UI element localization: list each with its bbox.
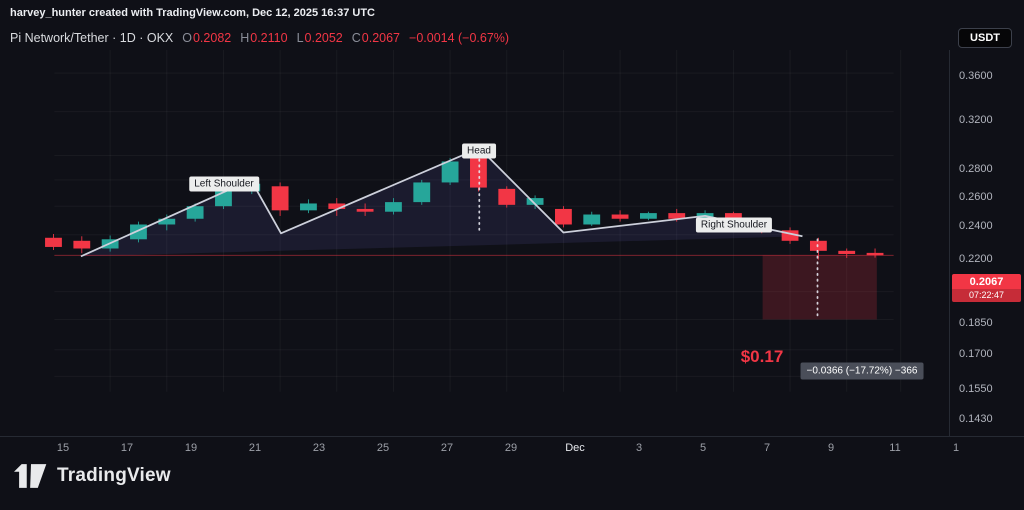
price-tick-label: 0.2800 [959, 163, 993, 176]
time-axis[interactable]: 15 17 19 21 23 25 27 29 Dec 3 5 7 9 11 1 [0, 436, 1024, 457]
candle-body [328, 203, 346, 209]
price-tick-label: 0.2400 [959, 220, 993, 233]
time-tick-label: Dec [565, 442, 585, 454]
left-shoulder-label: Left Shoulder [189, 176, 259, 192]
tradingview-logo-text: TradingView [57, 465, 171, 486]
candle-body [45, 237, 62, 247]
candle-body [356, 208, 374, 212]
price-tick-label: 0.3200 [959, 113, 993, 126]
candle-body [639, 213, 657, 219]
candle-body [73, 240, 91, 249]
candle-body [498, 188, 516, 205]
right-shoulder-label: Right Shoulder [695, 217, 773, 233]
candle-body [186, 206, 204, 219]
candle-body [583, 214, 601, 225]
candle-body [158, 218, 176, 225]
time-tick-label: 27 [440, 442, 454, 454]
candle-body [413, 182, 431, 203]
candle-body [866, 252, 884, 256]
time-tick-label: 5 [699, 442, 707, 454]
head-label: Head [462, 143, 496, 159]
price-tick-label: 0.1850 [959, 316, 993, 329]
symbol-title[interactable]: Pi Network/Tether · 1D · OKX [10, 31, 174, 45]
price-axis[interactable]: 0.2067 07:22:47 0.3600 0.3200 0.2800 0.2600… [949, 50, 1024, 436]
time-tick-label: 3 [635, 442, 643, 454]
time-tick-label: 17 [120, 442, 134, 454]
time-tick-label: 11 [889, 442, 901, 454]
candle-body [300, 203, 317, 211]
tradingview-logo-icon [14, 464, 47, 488]
time-tick-label: 29 [504, 442, 518, 454]
price-tick-label: 0.1550 [959, 382, 993, 395]
price-tick-label: 0.2600 [959, 190, 993, 203]
candle-body [838, 250, 856, 254]
price-target-label: $0.17 [740, 347, 784, 366]
current-price-value: 0.2067 [969, 275, 1004, 288]
candle-body [611, 214, 629, 219]
price-change: −0.0014 (−0.67%) [409, 31, 510, 45]
time-tick-label: 15 [56, 442, 70, 454]
candle-body [555, 208, 572, 225]
price-tick-label: 0.1430 [959, 412, 993, 425]
time-tick-label: 19 [184, 442, 198, 454]
candle-body [130, 224, 147, 240]
time-tick-label: 23 [312, 442, 326, 454]
ohlc-low: L 0.2052 [296, 31, 343, 45]
attribution-bar: harvey_hunter created with TradingView.c… [0, 0, 1024, 26]
tradingview-logo[interactable]: TradingView [14, 464, 171, 488]
candle-body [724, 213, 742, 222]
time-tick-label: 21 [248, 442, 262, 454]
current-price-badge: 0.2067 07:22:47 [952, 273, 1021, 302]
ohlc-high: H 0.2110 [240, 31, 288, 45]
chart-canvas[interactable] [0, 50, 948, 436]
time-tick-label: 7 [763, 442, 771, 454]
time-tick-label: 25 [376, 442, 390, 454]
candle-body [668, 213, 686, 219]
candle-body [441, 161, 459, 183]
measure-label: −0.0366 (−17.72%) −366 [800, 362, 924, 380]
candle-body [215, 191, 232, 207]
projection-zone [762, 255, 877, 320]
price-tick-label: 0.2200 [959, 252, 993, 265]
candle-body [526, 198, 544, 205]
candle-body [271, 186, 289, 211]
time-tick-label: 1 [952, 442, 960, 454]
candle-body [385, 202, 402, 212]
price-tick-label: 0.1700 [959, 348, 993, 361]
candle-body [781, 230, 799, 241]
attribution-text: harvey_hunter created with TradingView.c… [10, 7, 375, 19]
price-tick-label: 0.3600 [959, 70, 993, 82]
ohlc-open: O 0.2082 [182, 31, 232, 45]
time-tick-label: 9 [827, 442, 835, 454]
hs-pattern-fill [80, 148, 803, 257]
bar-countdown: 07:22:47 [952, 288, 1021, 302]
currency-toggle-button[interactable]: USDT [958, 28, 1012, 48]
symbol-legend: Pi Network/Tether · 1D · OKX O 0.2082 H … [10, 31, 509, 45]
ohlc-close: C 0.2067 [351, 31, 401, 45]
